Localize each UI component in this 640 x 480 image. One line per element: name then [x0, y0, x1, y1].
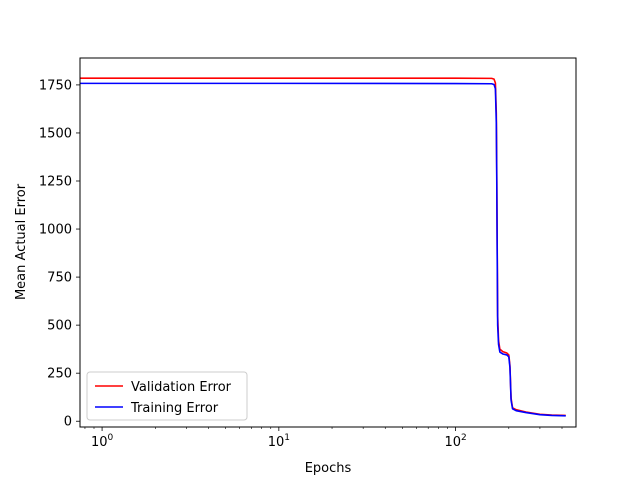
- plot-lines: [80, 77, 566, 417]
- legend-box: [86, 371, 248, 421]
- y-axis-label: Mean Actual Error: [14, 183, 29, 300]
- legend-label-training: Training Error: [130, 401, 219, 416]
- x-tick-label: 101: [268, 433, 290, 450]
- y-tick-label: 750: [47, 271, 72, 286]
- y-tick-label: 0: [64, 415, 72, 430]
- series-line-training: [80, 82, 566, 417]
- y-tick-label: 1250: [39, 175, 72, 190]
- x-axis-ticks: 100 101 102: [84, 427, 563, 450]
- y-tick-label: 1000: [39, 223, 72, 238]
- legend: Validation Error Training Error: [86, 371, 248, 421]
- y-tick-label: 1500: [39, 126, 72, 141]
- x-tick-label: 102: [444, 433, 466, 450]
- y-axis-ticks: 0 250 500 750 1000 1250 1500 1750: [39, 78, 80, 430]
- plot-frame: [79, 57, 577, 428]
- x-tick-base: 10: [268, 435, 285, 450]
- y-tick-label: 1750: [39, 78, 72, 93]
- y-tick-label: 500: [47, 319, 72, 334]
- x-tick-exponent: 0: [107, 433, 113, 443]
- x-tick-exponent: 2: [461, 433, 467, 443]
- x-tick-base: 10: [444, 435, 461, 450]
- legend-label-validation: Validation Error: [131, 380, 232, 395]
- x-tick-base: 10: [91, 435, 108, 450]
- x-axis-label: Epochs: [305, 461, 352, 476]
- x-tick-label: 100: [91, 433, 114, 450]
- y-tick-label: 250: [47, 367, 72, 382]
- x-tick-exponent: 1: [284, 433, 290, 443]
